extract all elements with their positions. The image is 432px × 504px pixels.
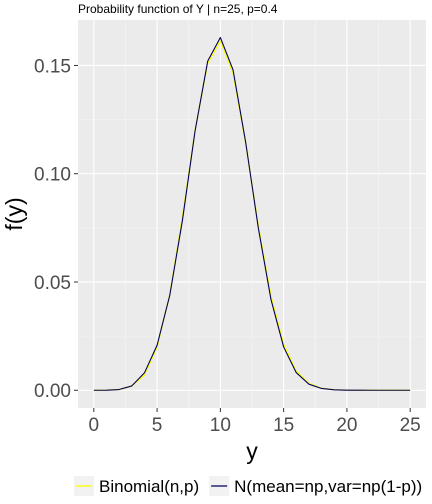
y-tick-label: 0.15 xyxy=(34,56,71,77)
x-tick-label: 20 xyxy=(336,415,357,436)
y-axis-title: f(y) xyxy=(1,197,27,230)
chart-title: Probability function of Y | n=25, p=0.4 xyxy=(78,2,278,16)
x-tick-label: 5 xyxy=(152,415,163,436)
x-tick-label: 10 xyxy=(210,415,231,436)
x-axis-title: y xyxy=(246,438,258,464)
x-tick-label: 0 xyxy=(89,415,100,436)
legend-label-1: N(mean=np,var=np(1-p)) xyxy=(234,477,422,496)
legend: Binomial(n,p) N(mean=np,var=np(1-p)) xyxy=(74,476,422,496)
x-tick-label: 25 xyxy=(400,415,421,436)
y-axis: 0.00 0.05 0.10 0.15 xyxy=(34,56,78,402)
legend-label-0: Binomial(n,p) xyxy=(99,477,199,496)
y-tick-label: 0.00 xyxy=(34,381,71,402)
y-tick-label: 0.10 xyxy=(34,165,71,186)
series-line-1 xyxy=(93,36,411,391)
x-tick-label: 15 xyxy=(273,415,294,436)
series-lines xyxy=(93,36,411,391)
y-tick-label: 0.05 xyxy=(34,273,71,294)
x-axis: 0 5 10 15 20 25 xyxy=(89,408,421,436)
